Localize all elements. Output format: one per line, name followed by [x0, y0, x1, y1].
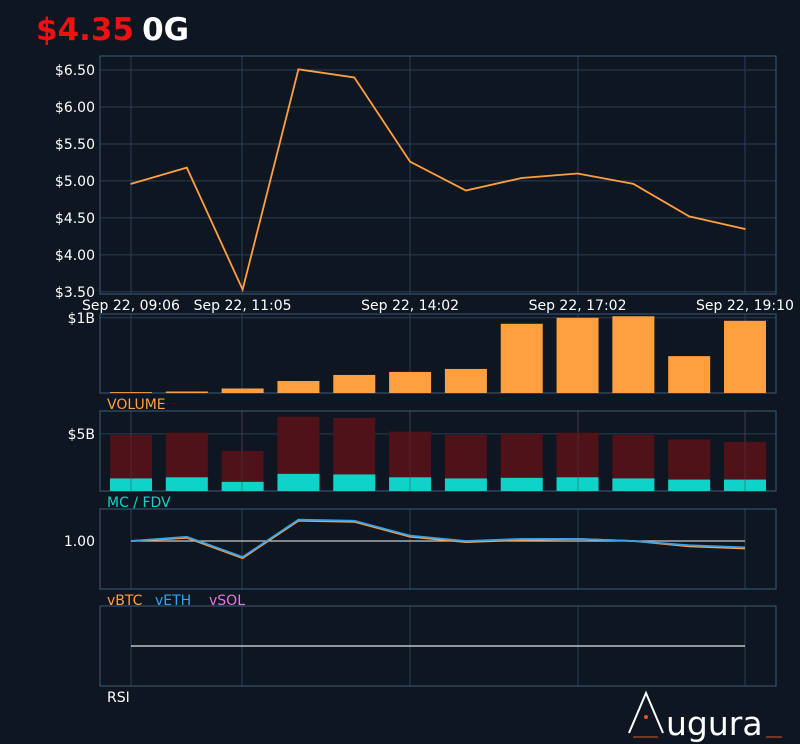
volume-bar — [165, 391, 208, 393]
rsi-frame — [99, 605, 777, 687]
legend-veth: vETH — [155, 593, 191, 609]
price-ytick-label: $5.50 — [55, 137, 95, 153]
volume-frame — [99, 313, 777, 394]
mc-bar — [165, 477, 208, 491]
price-xtick-label: Sep 22, 09:06 — [82, 298, 180, 314]
price-chart: $3.50 $4.00 $4.50 $5.00 $5.50 $6.00 $6.50 Sep 2… — [55, 55, 794, 314]
rsi-chart: RSI — [99, 605, 777, 706]
price-point — [353, 76, 356, 79]
legend-vsol: vSOL — [209, 593, 245, 609]
mc-ytick-label: $5B — [68, 427, 95, 443]
mc-bar — [612, 478, 655, 491]
volume-bar — [110, 392, 152, 393]
price-point — [632, 183, 635, 185]
mc-bar — [668, 479, 711, 491]
price-point — [520, 177, 523, 179]
price-point — [186, 166, 188, 169]
logo-accent-dot — [644, 715, 648, 719]
rel-frame — [99, 508, 777, 590]
logo-a-mark — [628, 690, 664, 734]
rsi-title: RSI — [107, 690, 130, 706]
rel-line-vbtc — [130, 519, 746, 560]
volume-bar — [333, 374, 376, 393]
mc-bar — [333, 474, 376, 491]
logo-text: ugura — [666, 704, 763, 743]
price-point — [688, 215, 690, 218]
mc-bar — [221, 481, 264, 491]
price-point — [744, 228, 746, 230]
legend-vbtc: vBTC — [107, 593, 143, 609]
price-line — [130, 68, 746, 293]
mc-frame — [99, 410, 777, 492]
mc-bar — [500, 477, 543, 491]
mc-fdv-title: MC / FDV — [107, 495, 171, 511]
token-ticker: 0G — [142, 12, 190, 48]
mc-bar — [277, 473, 320, 491]
price-ytick-label: $5.00 — [55, 174, 95, 190]
volume-bar — [221, 388, 264, 393]
volume-ytick-label: $1B — [68, 311, 95, 327]
price-xtick-label: Sep 22, 11:05 — [194, 298, 292, 314]
price-ytick-label: $3.50 — [55, 285, 95, 301]
volume-bar — [277, 380, 320, 393]
price-point — [130, 183, 132, 185]
volume-bar — [389, 371, 432, 393]
price-xtick-label: Sep 22, 14:02 — [361, 298, 459, 314]
mc-fdv-chart: $5B MC / FDV — [68, 410, 777, 511]
rel-line-veth — [130, 518, 746, 559]
price-header: $4.35 0G — [36, 12, 189, 52]
rel-ytick-label: 1.00 — [64, 534, 95, 550]
price-point — [297, 68, 300, 71]
relative-chart: 1.00 vBTC vETH vSOL — [64, 508, 777, 609]
volume-bar — [668, 356, 711, 393]
current-price: $4.35 — [36, 12, 135, 48]
volume-bar — [556, 317, 599, 393]
volume-bar — [444, 368, 487, 393]
price-xtick-label: Sep 22, 17:02 — [529, 298, 627, 314]
price-frame — [99, 55, 777, 295]
price-ytick-label: $4.50 — [55, 211, 95, 227]
volume-chart: $1B VOLUME — [68, 311, 777, 413]
price-point — [465, 189, 467, 192]
volume-bar — [612, 316, 655, 393]
volume-bar — [724, 320, 766, 393]
volume-bar — [500, 323, 543, 393]
mc-bar — [444, 478, 487, 491]
price-ytick-label: $4.00 — [55, 248, 95, 264]
volume-title: VOLUME — [107, 397, 166, 413]
price-point — [576, 172, 579, 175]
augura-logo: ugura — [628, 690, 782, 743]
price-ytick-label: $6.50 — [55, 63, 95, 79]
price-xtick-label: Sep 22, 19:10 — [696, 298, 794, 314]
price-point — [409, 160, 411, 163]
price-point — [241, 288, 244, 291]
price-ytick-label: $6.00 — [55, 100, 95, 116]
